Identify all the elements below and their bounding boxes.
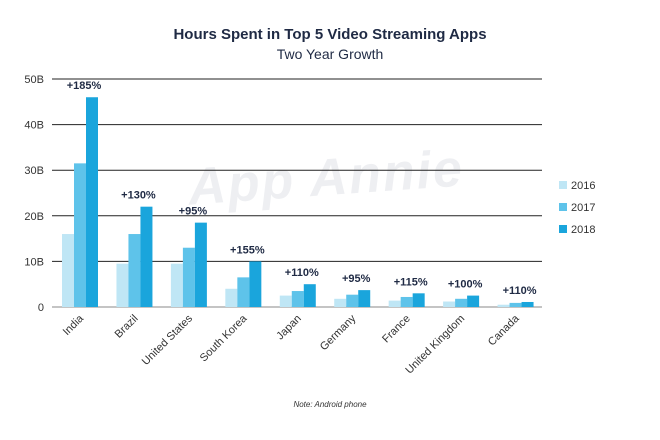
- bar-2018: [412, 293, 425, 307]
- bar-2016: [170, 263, 183, 307]
- legend-label: 2016: [571, 180, 595, 192]
- y-tick-label: 30B: [24, 165, 44, 177]
- y-tick-label: 40B: [24, 120, 44, 132]
- x-category-label: United Kingdom: [403, 313, 467, 377]
- legend-swatch-2016: [559, 181, 567, 189]
- legend-label: 2018: [571, 224, 595, 236]
- bar-2018: [303, 284, 316, 307]
- bar-2016: [334, 298, 347, 307]
- bar-2017: [74, 163, 86, 307]
- bar-2018: [521, 301, 534, 307]
- growth-label: +115%: [394, 276, 428, 288]
- bar-2016: [388, 300, 401, 307]
- chart-note: Note: Android phone: [293, 400, 367, 409]
- chart-title: Hours Spent in Top 5 Video Streaming App…: [173, 26, 487, 43]
- bar-2016: [497, 304, 510, 307]
- growth-label: +110%: [503, 285, 537, 297]
- x-category-label: Brazil: [113, 313, 141, 341]
- bar-2018: [249, 261, 262, 307]
- y-tick-label: 20B: [24, 211, 44, 223]
- legend-swatch-2017: [559, 203, 567, 211]
- y-tick-label: 10B: [24, 256, 44, 268]
- bar-2017: [182, 247, 195, 307]
- growth-label: +185%: [67, 80, 102, 92]
- bar-2017: [509, 302, 522, 307]
- chart-subtitle: Two Year Growth: [276, 46, 384, 62]
- growth-label: +110%: [285, 267, 319, 279]
- bar-2016: [62, 234, 74, 307]
- growth-label: +95%: [342, 273, 371, 285]
- x-category-label: France: [380, 313, 413, 346]
- x-category-label: United States: [140, 312, 196, 368]
- bar-2016: [279, 295, 292, 307]
- bar-2018: [194, 222, 207, 307]
- bar-2017: [291, 291, 304, 307]
- bar-2016: [116, 263, 129, 307]
- bar-2016: [225, 288, 238, 307]
- bar-2017: [237, 277, 250, 307]
- bar-2018: [140, 206, 153, 307]
- bar-2018: [358, 290, 371, 307]
- growth-label: +95%: [179, 206, 208, 218]
- bar-2018: [467, 295, 480, 307]
- bar-2018: [86, 97, 98, 308]
- y-tick-label: 0: [38, 302, 44, 314]
- legend-swatch-2018: [559, 225, 567, 233]
- bar-2017: [400, 296, 413, 307]
- growth-label: +155%: [230, 244, 265, 256]
- bar-2016: [443, 301, 456, 307]
- y-tick-label: 50B: [24, 74, 44, 86]
- x-category-label: Japan: [274, 313, 304, 343]
- x-category-label: Germany: [318, 312, 359, 353]
- bar-2017: [128, 234, 141, 307]
- x-category-label: Canada: [486, 312, 522, 348]
- growth-label: +100%: [448, 279, 483, 291]
- growth-label: +130%: [121, 190, 156, 202]
- x-category-label: South Korea: [198, 312, 250, 364]
- x-category-label: India: [61, 312, 87, 338]
- bar-2017: [346, 294, 359, 307]
- legend-label: 2017: [571, 202, 595, 214]
- bar-2017: [455, 298, 468, 307]
